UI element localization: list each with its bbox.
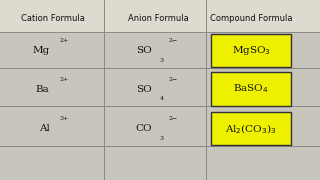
- Text: CO: CO: [135, 124, 152, 133]
- FancyBboxPatch shape: [211, 112, 291, 145]
- Text: 4: 4: [160, 96, 164, 102]
- Text: 2−: 2−: [168, 77, 177, 82]
- Text: 2+: 2+: [60, 38, 68, 43]
- Text: Cation Formula: Cation Formula: [21, 14, 85, 23]
- Text: BaSO$_4$: BaSO$_4$: [233, 83, 269, 96]
- Text: Al$_2$(CO$_3$)$_3$: Al$_2$(CO$_3$)$_3$: [225, 122, 277, 136]
- Text: 2−: 2−: [168, 116, 177, 121]
- Text: SO: SO: [136, 85, 152, 94]
- Text: 2+: 2+: [60, 77, 68, 82]
- Text: Al: Al: [39, 124, 50, 133]
- Text: Compound Formula: Compound Formula: [210, 14, 292, 23]
- Text: 3: 3: [160, 58, 164, 63]
- Text: MgSO$_3$: MgSO$_3$: [232, 44, 271, 57]
- Text: Mg: Mg: [32, 46, 50, 55]
- Text: Anion Formula: Anion Formula: [128, 14, 189, 23]
- FancyBboxPatch shape: [211, 73, 291, 106]
- Text: 3: 3: [160, 136, 164, 141]
- Text: Ba: Ba: [36, 85, 50, 94]
- FancyBboxPatch shape: [211, 34, 291, 67]
- Bar: [0, 0, 320, 32]
- Text: 2−: 2−: [168, 38, 177, 43]
- Text: SO: SO: [136, 46, 152, 55]
- Text: 3+: 3+: [60, 116, 68, 121]
